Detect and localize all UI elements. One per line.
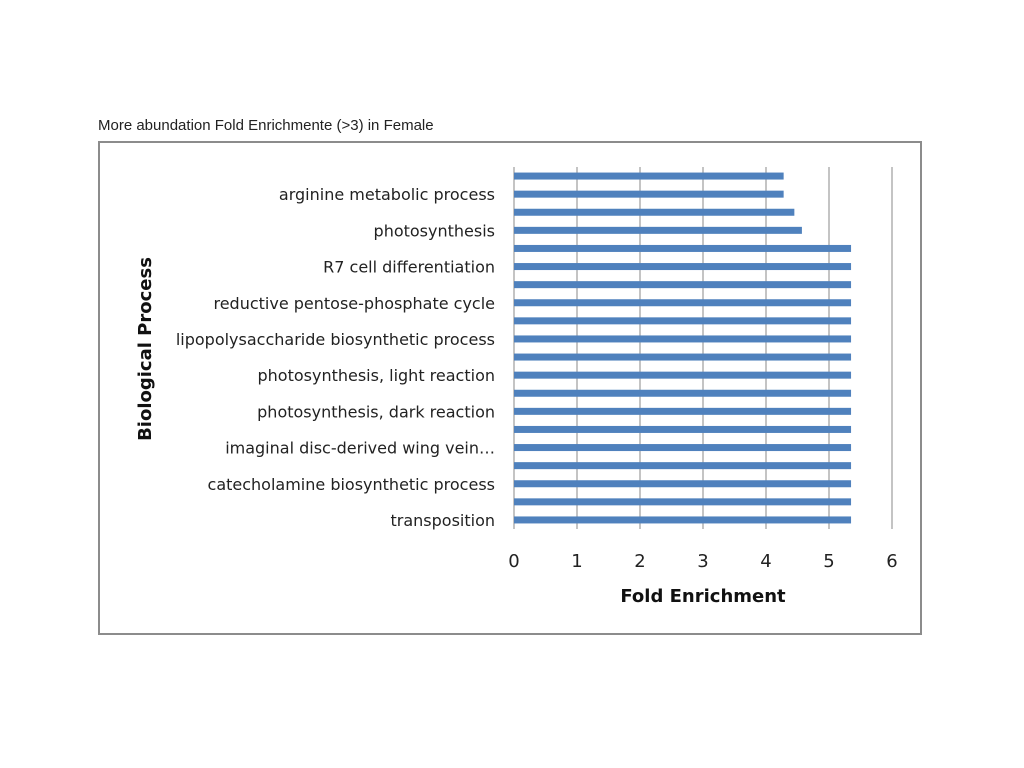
bar-8 xyxy=(514,317,852,325)
x-axis-title: Fold Enrichment xyxy=(620,586,786,607)
bar-6 xyxy=(514,281,852,289)
y-axis-title: Biological Process xyxy=(135,257,156,441)
bar-7 xyxy=(514,299,852,307)
category-label-15: imaginal disc-derived wing vein… xyxy=(225,439,495,458)
x-tick-4: 4 xyxy=(760,551,771,572)
x-tick-1: 1 xyxy=(571,551,582,572)
bar-19 xyxy=(514,516,852,524)
category-label-11: photosynthesis, light reaction xyxy=(257,366,495,385)
bar-13 xyxy=(514,407,852,415)
bar-3 xyxy=(514,226,802,234)
chart-caption: More abundation Fold Enrichmente (>3) in… xyxy=(98,117,434,134)
bar-9 xyxy=(514,335,852,343)
x-tick-3: 3 xyxy=(697,551,708,572)
bar-18 xyxy=(514,498,852,506)
chart-frame xyxy=(98,141,922,635)
bars xyxy=(514,172,852,524)
x-tick-0: 0 xyxy=(508,551,519,572)
x-tick-5: 5 xyxy=(823,551,834,572)
category-label-19: transposition xyxy=(390,511,495,530)
bar-12 xyxy=(514,389,852,397)
x-tick-2: 2 xyxy=(634,551,645,572)
bar-0 xyxy=(514,172,784,180)
bar-1 xyxy=(514,190,784,198)
bar-4 xyxy=(514,244,852,252)
gridlines xyxy=(513,167,893,529)
bar-5 xyxy=(514,263,852,271)
bar-10 xyxy=(514,353,852,361)
category-label-1: arginine metabolic process xyxy=(279,185,495,204)
category-label-3: photosynthesis xyxy=(374,221,495,240)
bar-17 xyxy=(514,480,852,488)
category-label-9: lipopolysaccharide biosynthetic process xyxy=(176,330,495,349)
category-label-7: reductive pentose-phosphate cycle xyxy=(213,294,495,313)
bar-16 xyxy=(514,462,852,470)
bar-14 xyxy=(514,425,852,433)
bar-2 xyxy=(514,208,795,216)
category-labels: arginine metabolic process photosynthesis… xyxy=(176,185,495,530)
bar-11 xyxy=(514,371,852,379)
x-tick-labels: 0 1 2 3 4 5 6 xyxy=(508,551,897,572)
category-label-17: catecholamine biosynthetic process xyxy=(208,475,495,494)
x-tick-6: 6 xyxy=(886,551,897,572)
category-label-5: R7 cell differentiation xyxy=(323,258,495,277)
bar-15 xyxy=(514,444,852,452)
category-label-13: photosynthesis, dark reaction xyxy=(257,402,495,421)
